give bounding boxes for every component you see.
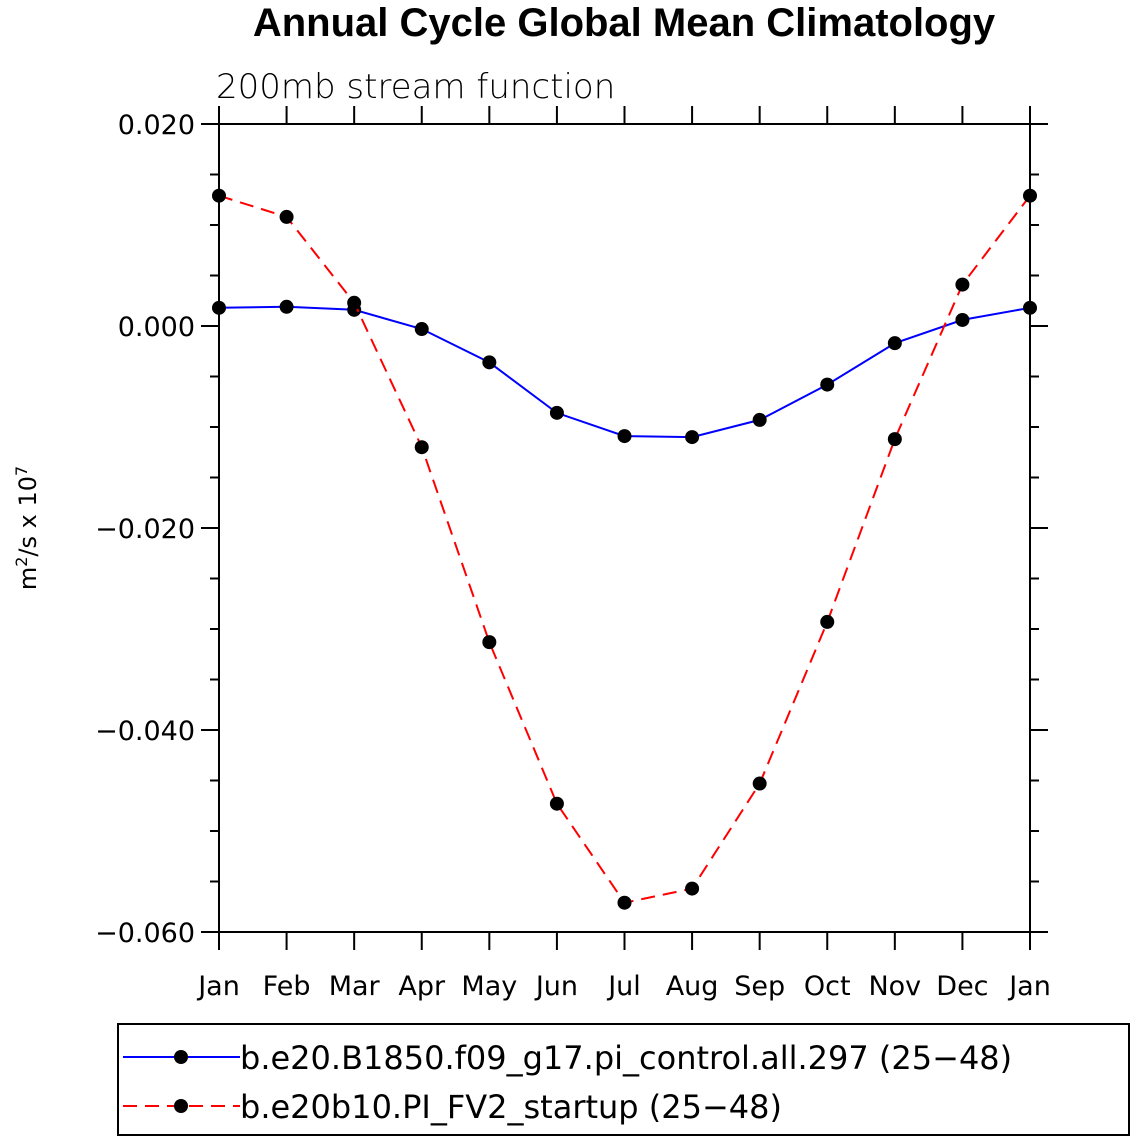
y-tick-label: 0.020 bbox=[118, 110, 195, 141]
series-1-point bbox=[887, 336, 902, 351]
series-2-point bbox=[955, 277, 970, 292]
series-2-point bbox=[482, 635, 497, 650]
chart-subtitle: 200mb stream function bbox=[216, 67, 615, 107]
series-1-point bbox=[212, 300, 226, 315]
series-2-point bbox=[347, 295, 362, 310]
legend-marker-1 bbox=[174, 1050, 188, 1064]
series-1-point bbox=[955, 312, 970, 327]
series-2-point bbox=[414, 440, 429, 455]
x-tick-label: Jul bbox=[606, 971, 641, 1002]
legend-box bbox=[117, 1023, 1130, 1136]
x-tick-label: Jan bbox=[1007, 971, 1051, 1002]
series-1-point bbox=[279, 299, 294, 314]
x-tick-label: Jun bbox=[534, 971, 578, 1002]
svg-text:m2/s x 107: m2/s x 107 bbox=[12, 466, 42, 590]
series-1-point bbox=[414, 322, 429, 337]
series-1-point bbox=[685, 430, 700, 445]
x-tick-label: Mar bbox=[329, 971, 381, 1002]
series-2-point bbox=[887, 432, 902, 447]
x-tick-label: Apr bbox=[398, 971, 446, 1002]
plot-frame bbox=[218, 123, 1031, 933]
y-axis-label: m2/s x 107 bbox=[12, 466, 42, 590]
series-2-point bbox=[617, 895, 632, 910]
series-layer bbox=[212, 188, 1037, 910]
series-2-point bbox=[752, 776, 767, 791]
y-axis-label-sup1: 2 bbox=[12, 557, 31, 567]
x-tick-label: Jan bbox=[196, 971, 240, 1002]
y-axis-label-base: m bbox=[14, 567, 42, 590]
x-tick-label: Oct bbox=[804, 971, 851, 1002]
chart-title: Annual Cycle Global Mean Climatology bbox=[253, 1, 996, 45]
series-1-point bbox=[1023, 300, 1037, 315]
series-2-point bbox=[549, 796, 564, 811]
y-tick-label: 0.000 bbox=[118, 312, 195, 343]
x-tick-label: May bbox=[461, 971, 517, 1002]
series-1-point bbox=[752, 412, 767, 427]
x-tick-label: Feb bbox=[263, 971, 311, 1002]
series-2-point bbox=[279, 209, 294, 224]
series-1-point bbox=[617, 429, 632, 444]
y-tick-label: −0.020 bbox=[95, 514, 195, 545]
x-tick-label: Dec bbox=[936, 971, 988, 1002]
series-2-point bbox=[820, 614, 835, 629]
y-tick-label: −0.060 bbox=[95, 918, 195, 949]
legend-label-1: b.e20.B1850.f09_g17.pi_control.all.297 (… bbox=[240, 1039, 1012, 1077]
y-tick-label: −0.040 bbox=[95, 716, 195, 747]
legend-label-2: b.e20b10.PI_FV2_startup (25−48) bbox=[240, 1088, 782, 1126]
series-line-1 bbox=[218, 305, 1031, 439]
series-line-2 bbox=[218, 194, 1031, 904]
series-2-point bbox=[212, 188, 226, 203]
y-axis-label-mid: /s x 10 bbox=[14, 476, 42, 557]
series-2-point bbox=[685, 881, 700, 896]
series-1-point bbox=[820, 377, 835, 392]
series-1-point bbox=[549, 405, 564, 420]
x-tick-label: Nov bbox=[868, 971, 921, 1002]
x-tick-label: Aug bbox=[666, 971, 719, 1002]
legend-marker-2 bbox=[174, 1099, 188, 1113]
series-1-point bbox=[482, 355, 497, 370]
y-axis-label-sup2: 7 bbox=[12, 466, 31, 476]
x-tick-label: Sep bbox=[734, 971, 785, 1002]
series-2-point bbox=[1023, 188, 1037, 203]
legend: b.e20.B1850.f09_g17.pi_control.all.297 (… bbox=[123, 1039, 1012, 1126]
